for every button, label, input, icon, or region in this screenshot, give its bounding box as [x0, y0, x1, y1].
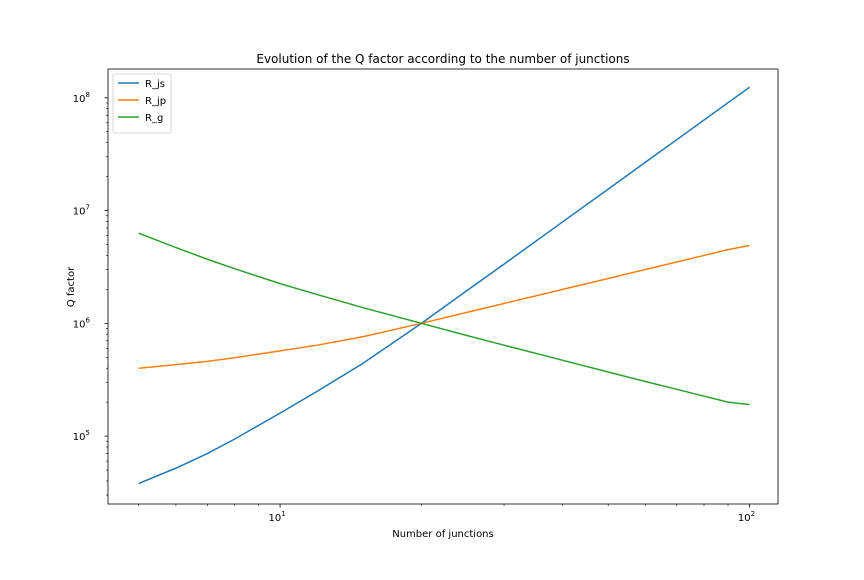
legend-label: R_js	[145, 79, 165, 90]
y-tick-label: 107	[73, 204, 90, 218]
y-axis-label: Q factor	[66, 266, 77, 307]
legend-label: R_g	[145, 113, 163, 124]
series-line-r-js	[138, 86, 750, 485]
x-tick-label: 102	[738, 510, 755, 524]
chart-title: Evolution of the Q factor according to t…	[256, 52, 629, 66]
y-tick-label: 105	[73, 429, 90, 443]
series-line-r-jp	[138, 244, 750, 369]
x-tick-label: 101	[268, 510, 285, 524]
plot-layer	[138, 86, 750, 485]
y-tick-label: 106	[73, 316, 91, 330]
x-axis-label: Number of junctions	[392, 529, 493, 540]
legend: R_js R_jp R_g	[112, 73, 172, 134]
legend-label: R_jp	[145, 96, 166, 107]
y-tick-label: 108	[73, 91, 90, 105]
legend-box	[112, 73, 172, 134]
ticks-layer: 101 102 105 106 107 108	[73, 91, 755, 524]
axes-frame	[107, 68, 779, 505]
series-line-r-g	[138, 232, 750, 406]
